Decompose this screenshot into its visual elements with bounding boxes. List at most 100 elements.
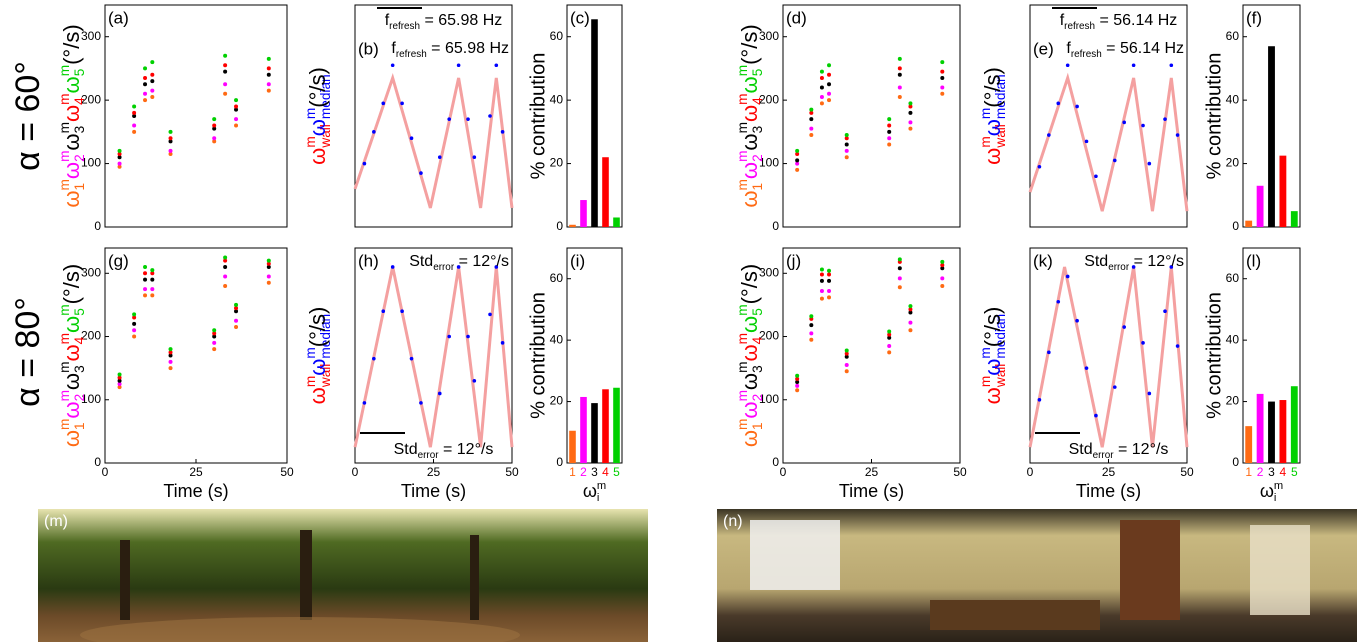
point (827, 63, 832, 68)
x-tick-label: 0 (102, 465, 109, 479)
point (819, 69, 824, 74)
x-tick-label: 25 (189, 465, 203, 479)
label-sub: median (993, 74, 1008, 119)
x-tick-label: 1 (569, 465, 576, 479)
label-sub: refresh (1064, 21, 1095, 32)
point (234, 309, 239, 314)
x-tick-label: 4 (1280, 465, 1287, 479)
point (223, 255, 228, 260)
point (266, 264, 271, 269)
point (819, 94, 824, 99)
plot-frame (782, 4, 961, 228)
point (940, 60, 945, 65)
x-tick-label: 50 (505, 465, 519, 479)
point (795, 152, 800, 157)
label-part: ω (980, 119, 1005, 136)
label-part: ω (59, 401, 84, 418)
label-part: (°/s) (305, 67, 330, 108)
point (908, 304, 913, 309)
bar (569, 224, 576, 227)
photo-forest (38, 509, 648, 642)
point (117, 372, 122, 377)
point (266, 258, 271, 263)
y-tick-label: 60 (1226, 271, 1240, 285)
point (212, 331, 217, 336)
point (266, 280, 271, 285)
label-sup: m (978, 136, 993, 147)
label: ωim (583, 480, 606, 504)
label: ωwallmωmedianm(°/s) (978, 307, 1008, 405)
label-sup: m (735, 419, 750, 430)
point (1147, 391, 1152, 396)
label-sub: 2 (750, 154, 765, 162)
point (897, 257, 902, 262)
label-sub: error (418, 450, 440, 461)
point (940, 263, 945, 268)
label-sub: 1 (72, 422, 87, 430)
label-sup: m (57, 362, 72, 373)
point (500, 130, 505, 134)
point (212, 126, 217, 131)
label-sub: 5 (750, 308, 765, 316)
point (132, 110, 137, 115)
x-tick-label: 25 (1102, 465, 1116, 479)
y-tick-label: 20 (550, 156, 564, 170)
label-part: ω (1260, 481, 1274, 501)
point (362, 401, 367, 405)
point (150, 268, 155, 273)
y-tick-label: 60 (1226, 29, 1240, 43)
label-sup: m (57, 151, 72, 162)
point (143, 271, 148, 276)
point (234, 302, 239, 307)
point (819, 272, 824, 277)
label-sub: 4 (750, 97, 765, 105)
point (381, 101, 386, 106)
point (795, 373, 800, 378)
label-sub: 3 (750, 365, 765, 373)
y-tick-label: 300 (81, 29, 101, 43)
label-sup: m (57, 419, 72, 430)
point (827, 82, 832, 87)
bar (1256, 185, 1264, 227)
point (1141, 123, 1145, 128)
photo-office (717, 509, 1357, 642)
point (223, 283, 228, 288)
point (819, 85, 824, 90)
point (223, 69, 228, 74)
x-tick-label: 50 (280, 465, 294, 479)
plot-frame (782, 247, 961, 464)
point (150, 287, 155, 292)
label-part: ω (737, 401, 762, 418)
point (143, 82, 148, 87)
label-sup: m (57, 390, 72, 401)
label-part: ω (737, 162, 762, 179)
label-part: ω (737, 373, 762, 390)
label-sub: i (1274, 492, 1276, 504)
bar (1279, 155, 1287, 227)
y-tick-label: 40 (550, 332, 564, 346)
x-tick-label: 0 (352, 465, 359, 479)
y-axis-title: % contribution (527, 53, 549, 180)
label-part: ω (305, 119, 330, 136)
point (827, 268, 832, 273)
point (266, 56, 271, 61)
label-part: ω (737, 133, 762, 150)
point (143, 98, 148, 103)
point (234, 318, 239, 323)
label-part: ω (737, 430, 762, 447)
label-sup: m (303, 347, 318, 358)
y-tick-label: 100 (81, 156, 101, 170)
bar (1256, 393, 1264, 463)
point (809, 110, 814, 115)
y-tick-label: 0 (94, 455, 101, 469)
label-sup: m (57, 122, 72, 133)
point (117, 385, 122, 390)
point (266, 261, 271, 266)
point (494, 265, 499, 269)
point (132, 315, 137, 320)
point (1147, 161, 1152, 166)
point (266, 72, 271, 77)
point (447, 117, 452, 121)
label-sup: m (735, 179, 750, 190)
x-tick-label: 25 (865, 465, 879, 479)
